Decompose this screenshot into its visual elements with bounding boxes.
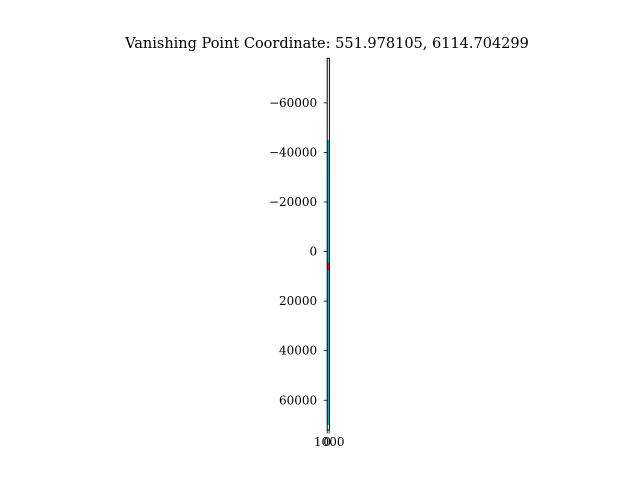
x-tick-label: 1000 xyxy=(314,435,345,449)
y-tick-label: 60000 xyxy=(279,393,317,407)
x-tick-label: 0 xyxy=(323,435,331,449)
y-tick-label: 0 xyxy=(310,245,318,259)
y-axis: −60000 −40000 −20000 0 20000 40000 60000 xyxy=(269,96,328,407)
y-tick-label: 20000 xyxy=(279,294,317,308)
y-tick-label: −20000 xyxy=(269,195,317,209)
y-tick-label: 40000 xyxy=(279,344,317,358)
plot-area-frame xyxy=(326,57,330,431)
chart-title: Vanishing Point Coordinate: 551.978105, … xyxy=(124,36,529,52)
y-tick-label: −40000 xyxy=(269,145,317,159)
y-tick-label: −60000 xyxy=(269,96,317,110)
